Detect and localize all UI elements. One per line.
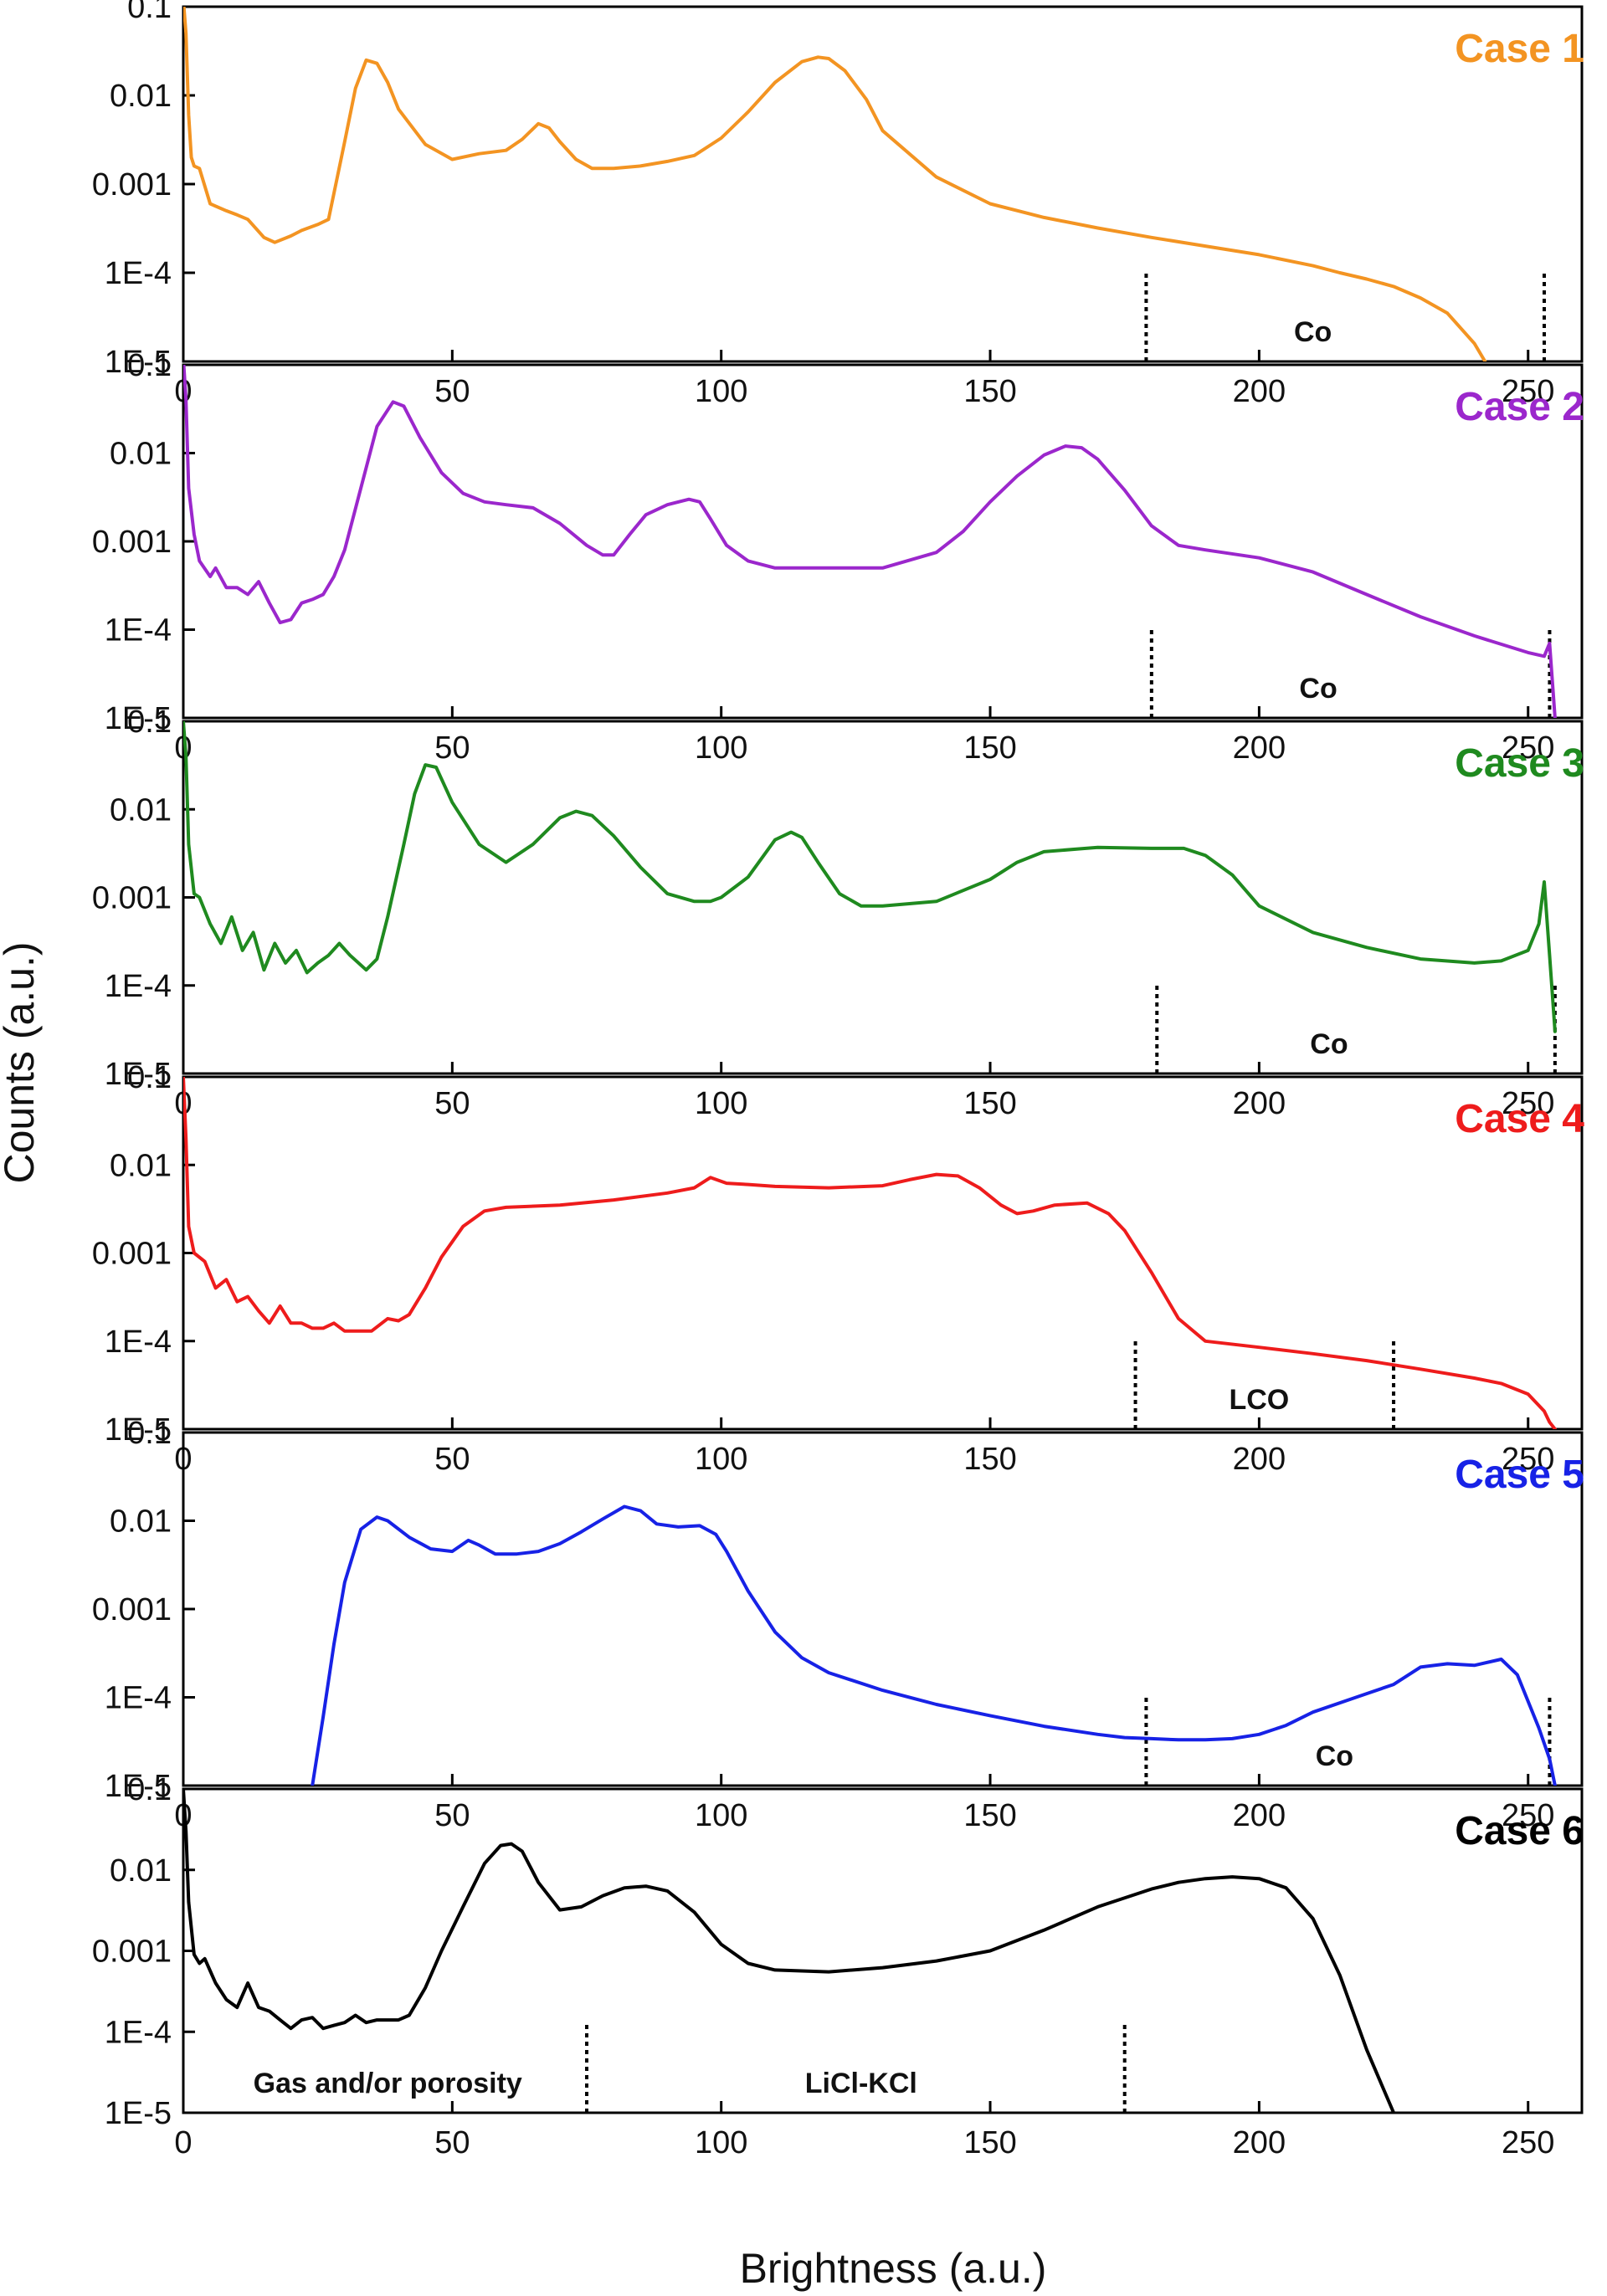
case-label: Case 2 — [1455, 385, 1584, 429]
x-tick-label: 100 — [695, 2125, 747, 2160]
x-tick-label: 250 — [1502, 2125, 1554, 2160]
y-tick-label: 1E-5 — [105, 2096, 172, 2131]
y-tick-label: 1E-5 — [105, 1057, 172, 1092]
x-tick-label: 50 — [434, 2125, 470, 2160]
y-tick-label: 0.1 — [127, 1772, 172, 1807]
x-tick-label: 50 — [434, 1442, 470, 1477]
case-label: Case 6 — [1455, 1809, 1584, 1853]
y-tick-label: 0.001 — [92, 881, 172, 916]
y-tick-label: 0.01 — [110, 437, 172, 472]
series-line-case-6 — [183, 1789, 1396, 2113]
x-tick-label: 200 — [1233, 1798, 1286, 1833]
y-tick-label: 0.01 — [110, 792, 172, 828]
x-tick-label: 50 — [434, 1086, 470, 1121]
y-tick-label: 0.001 — [92, 1237, 172, 1272]
x-tick-label: 50 — [434, 1798, 470, 1833]
x-tick-label: 150 — [963, 2125, 1016, 2160]
region-label: Co — [1299, 673, 1337, 705]
y-tick-label: 0.01 — [110, 1504, 172, 1540]
x-tick-label: 150 — [963, 1798, 1016, 1833]
x-tick-label: 150 — [963, 1086, 1016, 1121]
x-tick-label: 0 — [174, 2125, 192, 2160]
x-tick-label: 100 — [695, 1442, 747, 1477]
y-tick-label: 1E-5 — [105, 701, 172, 736]
y-tick-label: 1E-5 — [105, 1769, 172, 1804]
y-tick-label: 0.01 — [110, 1148, 172, 1183]
y-tick-label: 0.1 — [127, 705, 172, 740]
region-label: Co — [1294, 316, 1332, 348]
y-tick-label: 1E-4 — [105, 1681, 172, 1716]
series-line-case-5 — [311, 1504, 1557, 1786]
x-tick-label: 200 — [1233, 1086, 1286, 1121]
series-line-case-4 — [183, 1077, 1557, 1429]
region-label: LiCl-KCl — [805, 2068, 917, 2099]
y-tick-label: 0.001 — [92, 1935, 172, 1970]
x-tick-label: 100 — [695, 374, 747, 409]
x-tick-label: 250 — [1502, 1086, 1554, 1121]
case-label: Case 1 — [1455, 27, 1584, 71]
series-line-case-3 — [183, 721, 1557, 1033]
y-tick-label: 0.001 — [92, 525, 172, 560]
y-tick-label: 1E-4 — [105, 969, 172, 1004]
y-tick-label: 0.01 — [110, 79, 172, 114]
panel-frame — [182, 5, 1584, 363]
panel-frame — [182, 1431, 1584, 1787]
region-label: Gas and/or porosity — [254, 2068, 522, 2099]
y-tick-label: 1E-4 — [105, 256, 172, 291]
x-tick-label: 150 — [963, 374, 1016, 409]
panel-frame — [182, 363, 1584, 720]
y-tick-label: 1E-4 — [105, 2015, 172, 2050]
region-label: LCO — [1229, 1384, 1289, 1416]
x-tick-label: 250 — [1502, 1442, 1554, 1477]
case-label: Case 4 — [1455, 1097, 1584, 1141]
x-tick-label: 200 — [1233, 1442, 1286, 1477]
x-tick-label: 150 — [963, 730, 1016, 766]
x-tick-label: 150 — [963, 1442, 1016, 1477]
x-tick-label: 100 — [695, 1086, 747, 1121]
x-axis-title: Brightness (a.u.) — [740, 2245, 1047, 2292]
y-tick-label: 1E-4 — [105, 1325, 172, 1360]
y-tick-label: 0.001 — [92, 1592, 172, 1627]
x-tick-label: 100 — [695, 1798, 747, 1833]
x-tick-label: 50 — [434, 730, 470, 766]
y-tick-label: 0.01 — [110, 1853, 172, 1889]
case-label: Case 3 — [1455, 741, 1584, 786]
case-label: Case 5 — [1455, 1453, 1584, 1497]
series-line-case-2 — [183, 365, 1557, 718]
y-tick-label: 1E-4 — [105, 613, 172, 648]
y-axis-title: Counts (a.u.) — [0, 941, 43, 1183]
x-tick-label: 200 — [1233, 730, 1286, 766]
x-tick-label: 50 — [434, 374, 470, 409]
x-tick-label: 250 — [1502, 374, 1554, 409]
x-tick-label: 250 — [1502, 1798, 1554, 1833]
y-tick-label: 1E-5 — [105, 1412, 172, 1448]
series-line-case-1 — [183, 7, 1487, 361]
x-tick-label: 200 — [1233, 2125, 1286, 2160]
y-tick-label: 0.1 — [127, 0, 172, 25]
region-label: Co — [1310, 1028, 1348, 1060]
y-tick-label: 1E-5 — [105, 345, 172, 380]
x-tick-label: 200 — [1233, 374, 1286, 409]
x-tick-label: 100 — [695, 730, 747, 766]
y-tick-label: 0.1 — [127, 348, 172, 383]
y-tick-label: 0.1 — [127, 1060, 172, 1095]
y-tick-label: 0.001 — [92, 167, 172, 202]
y-tick-label: 0.1 — [127, 1416, 172, 1451]
region-label: Co — [1316, 1740, 1353, 1772]
panel-frame — [182, 1075, 1584, 1431]
x-tick-label: 250 — [1502, 730, 1554, 766]
